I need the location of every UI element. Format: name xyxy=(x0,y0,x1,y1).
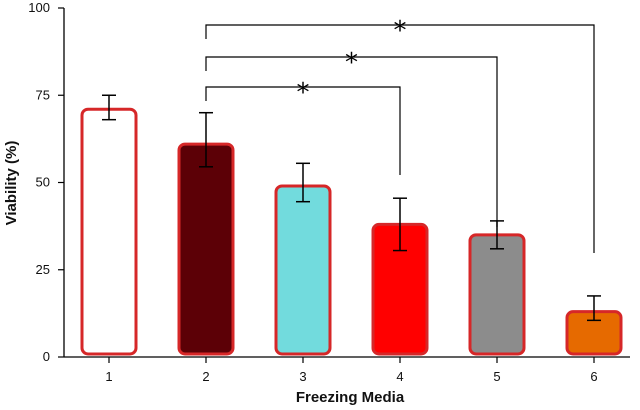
y-tick-label: 0 xyxy=(43,349,50,364)
x-axis-title: Freezing Media xyxy=(296,389,405,406)
bar-5 xyxy=(468,233,526,356)
bars xyxy=(80,107,623,356)
bar-2 xyxy=(177,142,235,356)
significance-star: * xyxy=(394,16,407,46)
significance-bracket xyxy=(205,24,595,253)
y-tick-label: 50 xyxy=(36,175,50,190)
significance-bracket xyxy=(205,86,401,175)
x-tick-label: 6 xyxy=(590,369,597,384)
y-tick-label: 100 xyxy=(28,0,50,15)
x-tick-label: 4 xyxy=(396,369,403,384)
x-tick-label: 1 xyxy=(105,369,112,384)
error-bars xyxy=(102,94,601,322)
significance-star: * xyxy=(297,78,310,108)
x-tick-label: 3 xyxy=(299,369,306,384)
y-tick-label: 25 xyxy=(36,262,50,277)
significance-brackets: * * * xyxy=(205,16,595,253)
y-axis-title: Viability (%) xyxy=(3,141,20,226)
x-tick-label: 2 xyxy=(202,369,209,384)
bar-1 xyxy=(80,107,138,356)
x-tick-label: 5 xyxy=(493,369,500,384)
bar-3 xyxy=(274,184,332,356)
y-tick-label: 75 xyxy=(36,87,50,102)
axes: 0 25 50 75 100 1 2 3 4 5 6 xyxy=(28,0,630,384)
significance-bracket xyxy=(205,56,498,227)
significance-star: * xyxy=(345,48,358,78)
